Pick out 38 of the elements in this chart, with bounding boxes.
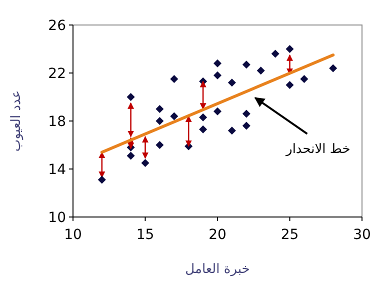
annotation: خط الانحدار — [285, 142, 350, 157]
point — [286, 81, 294, 89]
point — [256, 66, 265, 75]
y-axis-title: عدد العيوب — [9, 90, 24, 152]
point — [329, 64, 338, 72]
x-tick-label: 20 — [208, 227, 226, 243]
y-tick-label: 22 — [48, 66, 66, 82]
x-axis-title: خبرة العامل — [185, 262, 250, 277]
point — [271, 50, 280, 58]
point — [214, 107, 222, 116]
point — [300, 75, 308, 83]
point — [199, 125, 208, 134]
y-tick-label: 26 — [48, 18, 66, 34]
point — [156, 117, 164, 125]
point — [156, 105, 164, 113]
point — [228, 126, 236, 135]
point — [199, 113, 208, 122]
point — [126, 93, 135, 101]
x-tick-label: 15 — [136, 227, 154, 243]
point — [242, 122, 250, 130]
x-tick-label: 30 — [353, 227, 371, 243]
point — [228, 78, 236, 87]
y-tick-label: 14 — [48, 162, 66, 178]
point — [286, 45, 294, 53]
point — [170, 75, 178, 83]
point — [98, 176, 106, 184]
point — [214, 59, 222, 68]
point — [170, 112, 178, 120]
point — [126, 152, 135, 160]
point — [214, 71, 222, 80]
y-tick-label: 10 — [48, 210, 66, 226]
point — [242, 60, 250, 69]
point — [141, 159, 150, 167]
y-tick-label: 18 — [48, 114, 66, 130]
point — [156, 141, 164, 149]
x-tick-label: 10 — [64, 227, 82, 243]
x-tick-label: 25 — [280, 227, 299, 243]
point — [242, 110, 250, 118]
